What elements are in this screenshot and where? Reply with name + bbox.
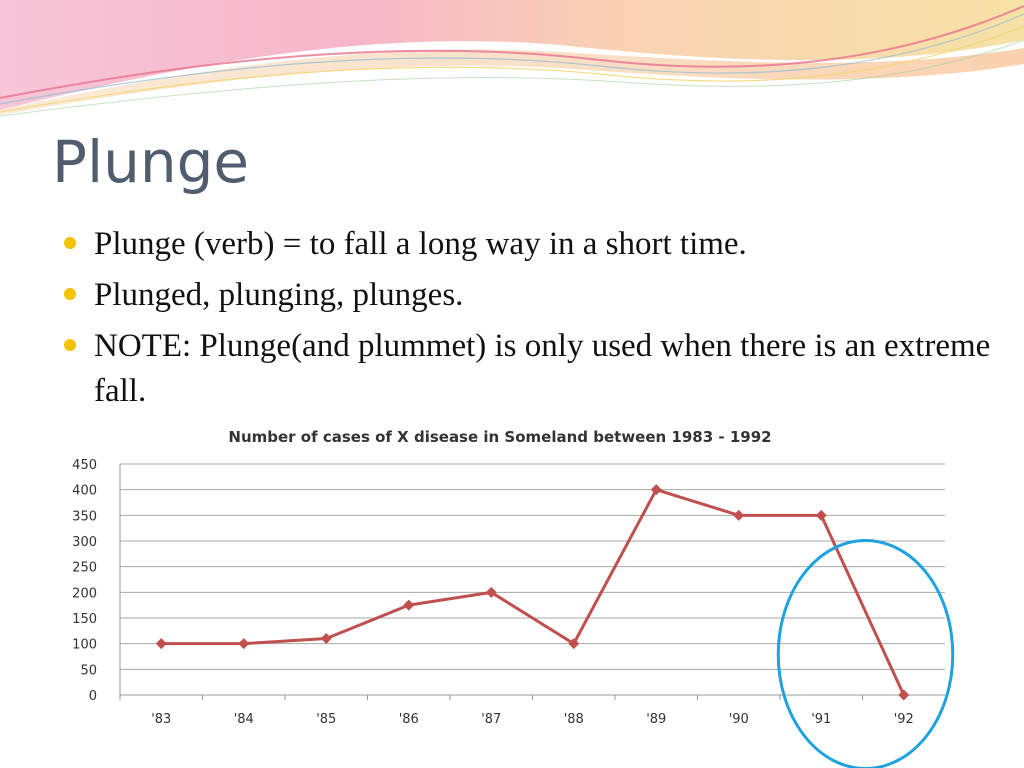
bullet-dot-icon — [64, 237, 76, 249]
y-tick-label: 400 — [72, 484, 97, 499]
y-tick-label: 350 — [72, 509, 97, 524]
x-tick-label: '90 — [729, 712, 749, 727]
y-tick-label: 0 — [89, 689, 97, 704]
x-tick-label: '91 — [811, 712, 831, 727]
decorative-header-banner — [0, 0, 1024, 117]
y-tick-label: 100 — [72, 638, 97, 653]
data-point-marker — [733, 509, 745, 521]
chart-title: Number of cases of X disease in Someland… — [228, 428, 771, 446]
bullet-item-forms: Plunged, plunging, plunges. — [62, 273, 992, 318]
y-axis-tick-labels: 0 50 100 150 200 250 300 350 400 450 — [72, 458, 97, 704]
gridlines — [119, 463, 945, 700]
x-axis-tick-labels: '83 '84 '85 '86 '87 '88 '89 '90 '91 '92 — [151, 712, 914, 727]
bullet-item-definition: Plunge (verb) = to fall a long way in a … — [62, 222, 992, 267]
data-point-marker — [320, 633, 332, 645]
highlight-ellipse — [776, 539, 955, 768]
bullet-text: NOTE: Plunge(and plummet) is only used w… — [94, 327, 991, 409]
bullet-text: Plunged, plunging, plunges. — [94, 276, 464, 313]
y-tick-label: 300 — [72, 535, 97, 550]
bullet-dot-icon — [64, 287, 76, 300]
data-point-marker — [650, 484, 662, 496]
x-tick-label: '89 — [646, 712, 666, 727]
y-tick-label: 50 — [80, 663, 97, 678]
y-tick-label: 200 — [72, 586, 97, 601]
x-tick-label: '84 — [234, 712, 254, 727]
x-tick-label: '83 — [151, 712, 171, 727]
x-tick-label: '87 — [481, 712, 501, 727]
data-point-marker — [485, 586, 497, 598]
bullet-text: Plunge (verb) = to fall a long way in a … — [94, 226, 747, 262]
y-tick-label: 150 — [72, 612, 97, 627]
data-point-marker — [568, 638, 580, 650]
line-chart: Number of cases of X disease in Someland… — [72, 428, 955, 768]
highlight-annotation — [776, 539, 955, 768]
x-tick-label: '85 — [316, 712, 336, 727]
data-point-marker — [238, 638, 250, 650]
data-point-marker — [898, 689, 910, 701]
x-tick-label: '86 — [399, 712, 419, 727]
x-tick-label: '92 — [894, 712, 914, 727]
x-tick-label: '88 — [564, 712, 584, 727]
data-point-marker — [155, 638, 167, 650]
series-line — [161, 488, 906, 696]
bullet-list: Plunge (verb) = to fall a long way in a … — [62, 222, 992, 420]
series-cases — [155, 484, 910, 701]
data-point-marker — [815, 509, 827, 521]
y-tick-label: 450 — [72, 458, 97, 473]
bullet-dot-icon — [64, 338, 76, 351]
y-tick-label: 250 — [72, 561, 97, 576]
slide-title: Plunge — [52, 128, 250, 196]
bullet-item-note: NOTE: Plunge(and plummet) is only used w… — [62, 324, 992, 414]
data-point-marker — [403, 599, 415, 611]
